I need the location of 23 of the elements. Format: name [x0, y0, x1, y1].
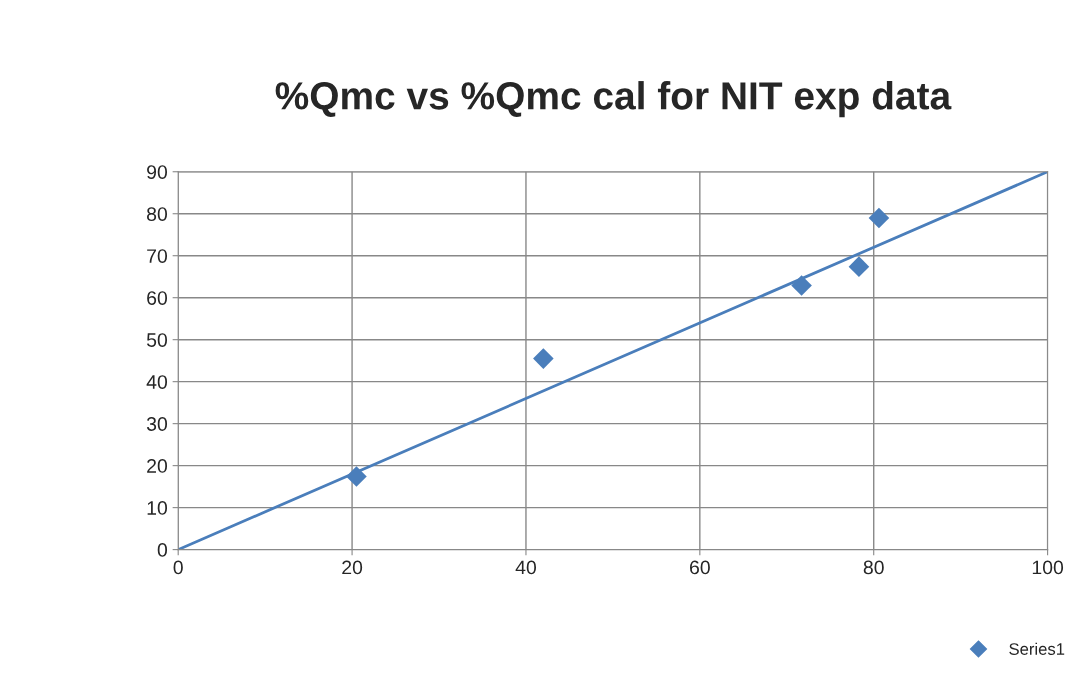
x-tick-label: 60: [690, 560, 710, 575]
chart-title: %Qmc vs %Qmc cal for NIT exp data: [275, 81, 952, 118]
y-tick-label: 40: [146, 375, 168, 389]
y-tick-label: 20: [147, 459, 168, 473]
point: [868, 207, 890, 229]
x-tick-label: 100: [1032, 560, 1064, 575]
x-tick-label: 20: [342, 560, 363, 575]
x-tick-label: 80: [863, 560, 884, 575]
point: [791, 275, 812, 296]
legend-label: Series1: [1009, 642, 1065, 655]
y-tick-label: 60: [147, 291, 168, 305]
y-tick-label: 30: [146, 417, 168, 431]
point: [848, 256, 870, 277]
y-tick-label: 90: [147, 165, 168, 179]
x-tick-label: 40: [515, 560, 537, 575]
x-tick-label: 0: [173, 560, 183, 575]
point: [533, 348, 554, 369]
y-tick-label: 50: [146, 333, 168, 347]
y-tick-label: 70: [147, 249, 168, 263]
y-tick-label: 10: [147, 501, 168, 515]
point: [346, 466, 367, 487]
y-tick-label: 0: [157, 543, 168, 557]
y-tick-label: 80: [147, 207, 168, 221]
